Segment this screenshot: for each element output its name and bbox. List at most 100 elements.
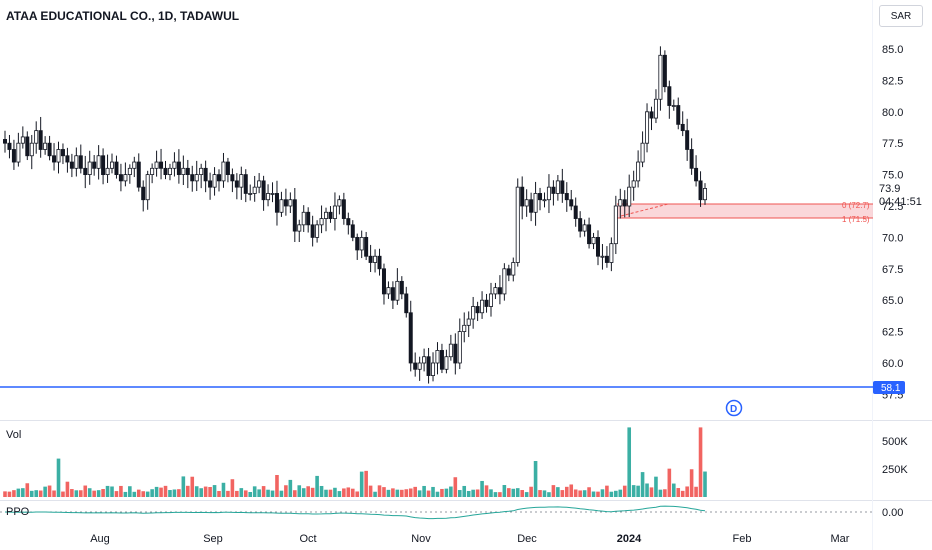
candle-body <box>257 180 262 188</box>
candle-body <box>38 130 43 150</box>
candle-body <box>47 142 52 157</box>
volume-bar <box>319 485 324 497</box>
candle-body <box>234 180 239 188</box>
dividend-marker[interactable] <box>725 399 743 417</box>
candle-body <box>524 199 529 207</box>
volume-bar <box>484 485 489 497</box>
candle-body <box>506 268 511 276</box>
fib-level-1-label: 1 (71.5) <box>842 215 870 224</box>
candle-body <box>25 136 30 157</box>
volume-bar <box>70 489 74 497</box>
volume-bar <box>123 491 128 497</box>
candle-body <box>640 142 645 163</box>
candle-body <box>649 111 654 119</box>
candle-body <box>569 199 574 207</box>
volume-bar <box>542 490 547 497</box>
candle-body <box>145 174 150 201</box>
price-scale[interactable]: 85.0 82.5 80.0 77.5 75.0 72.5 70.0 67.5 65.0 62.5… <box>882 44 903 401</box>
candle-body <box>141 186 146 201</box>
candle-body <box>83 167 88 176</box>
candle-body <box>315 224 320 238</box>
candle-body <box>667 86 672 106</box>
volume-bar <box>698 427 703 497</box>
price-tick: 72.5 <box>882 201 903 213</box>
candle-body <box>181 167 186 176</box>
price-tick: 65.0 <box>882 295 903 307</box>
volume-bar <box>618 489 623 497</box>
volume-tick-500k: 500K <box>882 436 908 448</box>
volume-bar <box>21 488 25 497</box>
candle-body <box>176 161 181 175</box>
candle-body <box>453 343 458 364</box>
fib-zone[interactable] <box>617 204 873 218</box>
candle-body <box>248 193 253 195</box>
candle-body <box>7 142 12 150</box>
candle-body <box>493 287 498 295</box>
volume-bar <box>689 469 694 497</box>
candle-body <box>488 293 493 307</box>
price-tick: 85.0 <box>882 44 903 56</box>
countdown-label: 04:41:51 <box>879 196 922 208</box>
candle-body <box>16 142 21 163</box>
candle-body <box>132 161 137 169</box>
candle-body <box>538 193 543 201</box>
candle-body <box>74 155 79 169</box>
volume-bar <box>83 485 88 497</box>
candle-body <box>703 188 708 201</box>
candle-body <box>457 331 462 364</box>
chart-title: ATAA EDUCATIONAL CO., 1D, TADAWUL <box>6 9 240 23</box>
volume-bar <box>493 492 498 497</box>
candle-body <box>65 155 70 163</box>
volume-bar <box>511 488 516 497</box>
volume-bar <box>685 486 689 497</box>
candle-body <box>604 255 609 263</box>
candle-body <box>292 199 297 232</box>
candle-body <box>373 255 378 263</box>
volume-bar <box>212 485 217 497</box>
volume-bar <box>605 485 609 497</box>
volume-bar <box>226 490 230 497</box>
volume-bar <box>65 481 70 497</box>
candle-body <box>364 236 369 257</box>
volume-bar <box>400 489 404 497</box>
candle-body <box>29 142 34 157</box>
volume-bar <box>538 490 542 497</box>
candle-body <box>52 155 57 163</box>
volume-bar <box>489 489 493 497</box>
candle-body <box>105 167 110 176</box>
candle-body <box>199 167 204 176</box>
volume-bar <box>154 486 159 497</box>
volume-bar <box>186 485 190 497</box>
candle-body <box>582 224 587 232</box>
currency-button[interactable]: SAR <box>879 5 923 27</box>
candle-body <box>466 318 471 326</box>
volume-bar <box>52 490 56 497</box>
volume-pane-label: Vol <box>6 429 22 441</box>
candle-body <box>239 174 244 188</box>
candle-body <box>310 224 315 238</box>
volume-bar <box>203 486 208 497</box>
volume-bar <box>328 489 333 497</box>
volume-bar <box>306 486 310 497</box>
volume-bar <box>78 490 83 497</box>
volume-bar <box>61 491 65 497</box>
volume-bar <box>355 491 360 497</box>
volume-bar <box>25 483 30 497</box>
volume-bar <box>145 491 150 497</box>
candle-body <box>413 362 418 370</box>
volume-bar <box>391 488 395 497</box>
volume-bar <box>105 485 110 497</box>
candle-body <box>511 262 516 276</box>
candle-body <box>417 362 422 370</box>
volume-bar <box>636 485 640 497</box>
candle-body <box>435 350 440 364</box>
time-axis-label: 2024 <box>617 533 642 545</box>
time-axis[interactable]: Aug Sep Oct Nov Dec 2024 Feb Mar <box>90 533 850 545</box>
candle-body <box>118 174 123 182</box>
candle-body <box>159 161 164 169</box>
volume-bar <box>466 490 471 497</box>
volume-bar <box>560 490 565 497</box>
support-price-label: 58.1 <box>881 383 901 394</box>
volume-bar <box>507 488 511 497</box>
